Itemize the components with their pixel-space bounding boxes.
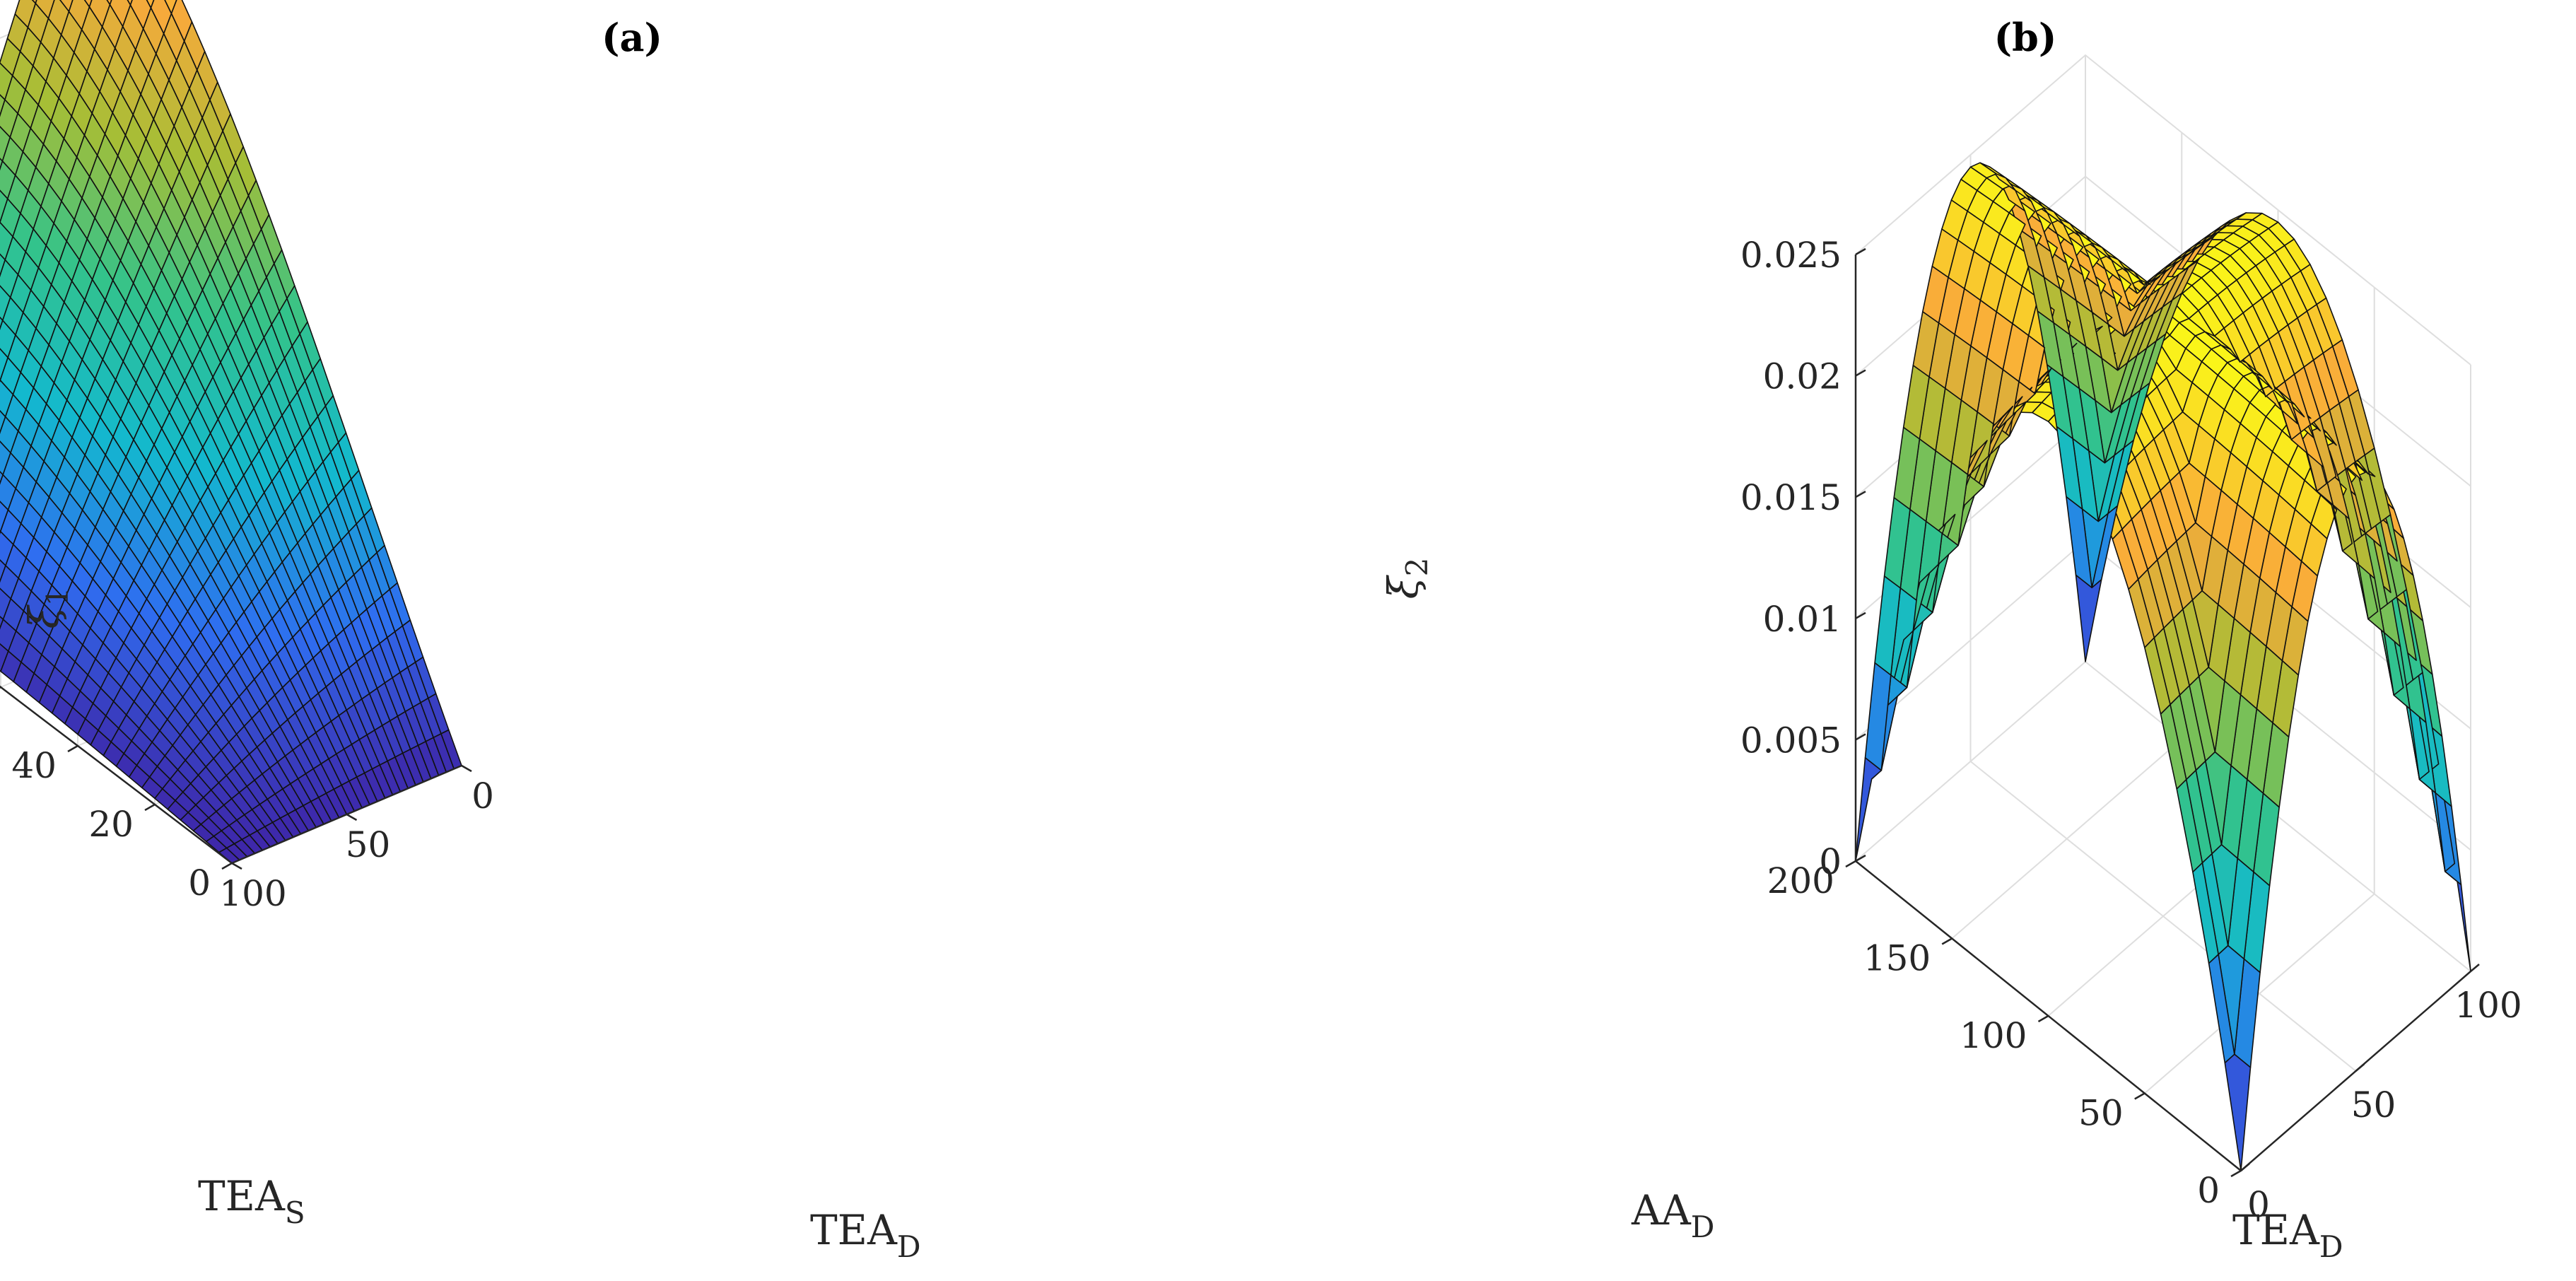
panel-b-z-tick-label: 0 bbox=[1819, 841, 1842, 882]
panel-a-title: (a) bbox=[602, 15, 662, 60]
panel-b-x-tick bbox=[2355, 1063, 2365, 1072]
panel-a: (a) 05010002040608010000.010.020.030.04 … bbox=[0, 0, 921, 1264]
panel-b-axes bbox=[1845, 247, 2480, 1178]
panel-a-x-tick bbox=[461, 764, 472, 773]
panel-a-y-axis-label: TEAS bbox=[198, 1172, 305, 1230]
panel-a-y-tick bbox=[144, 803, 156, 812]
panel-a-axes bbox=[0, 685, 472, 870]
panel-b-floor-gridline bbox=[1951, 738, 2182, 940]
panel-b-x-tick-label: 100 bbox=[2454, 985, 2522, 1026]
panel-a-x-tick bbox=[231, 862, 242, 870]
panel-a-surface-patch bbox=[106, 0, 112, 6]
panel-b-x-tick bbox=[2240, 1163, 2250, 1171]
panel-b-tick-labels: 05010005010015020000.0050.010.0150.020.0… bbox=[1740, 235, 2522, 1225]
panel-a-y-tick bbox=[221, 862, 233, 870]
panel-b-z-tick bbox=[1855, 491, 1866, 498]
panel-a-y-tick-label: 40 bbox=[11, 745, 57, 786]
panel-b-z-tick bbox=[1855, 854, 1866, 862]
panel-b-y-tick bbox=[1845, 860, 1856, 868]
panel-b-floor-gridline bbox=[2144, 893, 2375, 1094]
panel-a-y-tick bbox=[67, 744, 78, 753]
panel-b-y-axis-label: AAD bbox=[1631, 1186, 1714, 1244]
panel-b-y-tick-label: 50 bbox=[2078, 1093, 2124, 1134]
panel-b-y-tick bbox=[1941, 937, 1953, 945]
panel-a-x-tick-label: 100 bbox=[219, 873, 286, 914]
panel-b-z-tick-label: 0.015 bbox=[1740, 477, 1842, 518]
panel-b-z-tick bbox=[1855, 247, 1866, 256]
panel-b-y-tick-label: 100 bbox=[1960, 1015, 2027, 1056]
panel-b-y-tick-label: 200 bbox=[1767, 860, 1834, 901]
panel-b-surface-patch bbox=[1864, 662, 1892, 771]
panel-b-x-axis-label: TEAD bbox=[2232, 1206, 2343, 1264]
panel-a-y-tick bbox=[0, 686, 1, 689]
panel-b-z-tick bbox=[1855, 369, 1866, 377]
panel-a-tick-labels: 05010002040608010000.010.020.030.04 bbox=[11, 745, 494, 914]
panel-b: (b) 05010005010015020000.0050.010.0150.0… bbox=[1379, 15, 2522, 1264]
panel-b-y-tick-label: 0 bbox=[2197, 1170, 2220, 1211]
panel-b-surface-patch bbox=[2075, 574, 2102, 662]
panel-b-title: (b) bbox=[1994, 15, 2057, 60]
panel-b-surface bbox=[1855, 162, 2471, 1171]
panel-a-x-tick-label: 50 bbox=[346, 824, 391, 865]
panel-a-z-axis-label: ξ1 bbox=[20, 587, 75, 629]
panel-b-z-tick-label: 0.025 bbox=[1740, 235, 1842, 276]
panel-b-x-tick bbox=[2470, 964, 2480, 972]
panel-a-surface-patch bbox=[127, 0, 133, 6]
panel-b-z-axis-label: ξ2 bbox=[1379, 558, 1434, 599]
panel-b-surface-patch bbox=[2224, 1053, 2252, 1171]
panel-b-z-tick-label: 0.01 bbox=[1763, 599, 1842, 640]
panel-a-x-tick-label: 0 bbox=[472, 776, 494, 817]
panel-a-y-axis bbox=[0, 685, 233, 864]
panel-a-y-tick-label: 20 bbox=[88, 804, 134, 845]
panel-b-z-tick bbox=[1855, 733, 1866, 741]
panel-a-x-tick bbox=[346, 813, 358, 821]
panel-a-x-axis-label: TEAD bbox=[810, 1206, 921, 1264]
panel-b-y-tick bbox=[2230, 1169, 2242, 1178]
panel-a-y-tick-label: 0 bbox=[188, 862, 211, 903]
panel-b-x-tick-label: 0 bbox=[2247, 1184, 2270, 1225]
panel-b-z-tick-label: 0.02 bbox=[1763, 356, 1842, 397]
panel-b-z-tick bbox=[1855, 612, 1866, 619]
panel-b-z-tick-label: 0.005 bbox=[1740, 720, 1842, 761]
panel-b-x-tick-label: 50 bbox=[2351, 1084, 2396, 1125]
panel-b-y-tick-label: 150 bbox=[1863, 938, 1931, 979]
panel-b-y-tick bbox=[2037, 1014, 2049, 1023]
panel-a-surface bbox=[0, 0, 462, 864]
panel-b-surface-patch bbox=[1855, 757, 1883, 862]
panel-b-y-tick bbox=[2134, 1092, 2145, 1100]
